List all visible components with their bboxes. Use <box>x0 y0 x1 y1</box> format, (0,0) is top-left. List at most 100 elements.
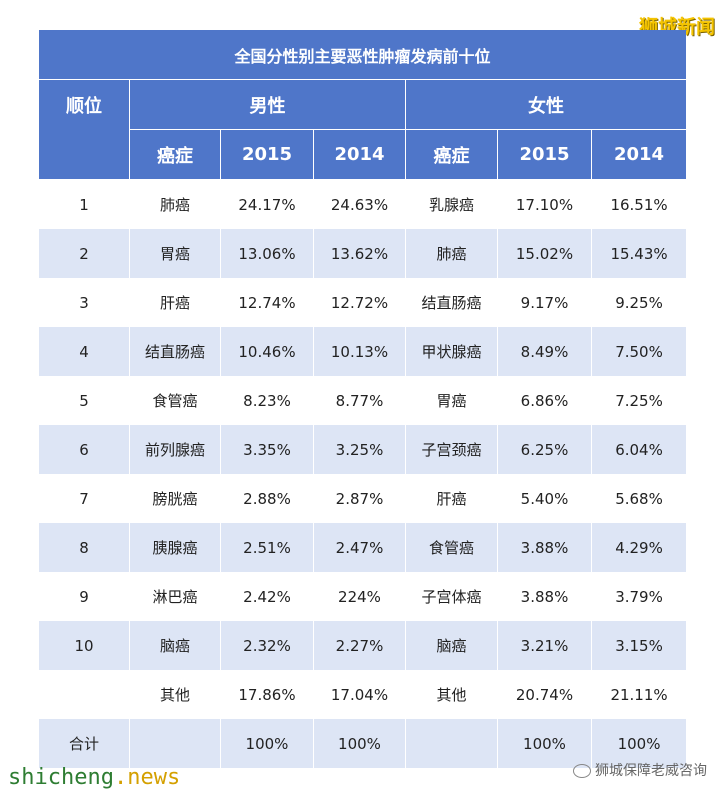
female-2015-cell: 20.74% <box>498 670 592 719</box>
rank-cell: 8 <box>39 523 130 572</box>
female-cancer-cell: 甲状腺癌 <box>406 327 498 376</box>
female-2015-cell: 15.02% <box>498 229 592 278</box>
male-2015-cell: 2.42% <box>221 572 314 621</box>
female-2015-cell: 8.49% <box>498 327 592 376</box>
group-female-header: 女性 <box>406 80 687 130</box>
male-cancer-cell: 脑癌 <box>130 621 221 670</box>
male-2015-cell: 100% <box>221 719 314 768</box>
male-2014-cell: 100% <box>314 719 406 768</box>
female-cancer-cell: 子宫颈癌 <box>406 425 498 474</box>
female-2014-cell: 16.51% <box>592 180 687 229</box>
cancer-incidence-table: 全国分性别主要恶性肿瘤发病前十位 顺位 男性 女性 癌症 2015 2014 癌… <box>39 30 687 768</box>
female-cancer-cell: 脑癌 <box>406 621 498 670</box>
male-2015-cell: 17.86% <box>221 670 314 719</box>
rank-cell: 9 <box>39 572 130 621</box>
male-cancer-cell: 膀胱癌 <box>130 474 221 523</box>
female-2015-cell: 9.17% <box>498 278 592 327</box>
male-2015-cell: 24.17% <box>221 180 314 229</box>
male-2015-cell: 12.74% <box>221 278 314 327</box>
female-2015-cell: 6.25% <box>498 425 592 474</box>
rank-cell: 2 <box>39 229 130 278</box>
male-cancer-cell: 其他 <box>130 670 221 719</box>
female-2015-cell: 17.10% <box>498 180 592 229</box>
male-2014-cell: 2.47% <box>314 523 406 572</box>
table-title: 全国分性别主要恶性肿瘤发病前十位 <box>39 30 687 80</box>
table-row: 8 胰腺癌 2.51% 2.47% 食管癌 3.88% 4.29% <box>39 523 687 572</box>
wechat-icon <box>573 764 591 778</box>
female-2014-cell: 7.50% <box>592 327 687 376</box>
male-2014-cell: 8.77% <box>314 376 406 425</box>
female-cancer-cell <box>406 719 498 768</box>
female-2014-cell: 5.68% <box>592 474 687 523</box>
male-2014-cell: 3.25% <box>314 425 406 474</box>
table-row: 4 结直肠癌 10.46% 10.13% 甲状腺癌 8.49% 7.50% <box>39 327 687 376</box>
table-row: 2 胃癌 13.06% 13.62% 肺癌 15.02% 15.43% <box>39 229 687 278</box>
rank-cell: 6 <box>39 425 130 474</box>
male-2015-cell: 8.23% <box>221 376 314 425</box>
table-row: 5 食管癌 8.23% 8.77% 胃癌 6.86% 7.25% <box>39 376 687 425</box>
male-cancer-cell: 结直肠癌 <box>130 327 221 376</box>
male-2015-cell: 2.51% <box>221 523 314 572</box>
table-row-total: 合计 100% 100% 100% 100% <box>39 719 687 768</box>
male-cancer-cell: 淋巴癌 <box>130 572 221 621</box>
female-2015-cell: 3.21% <box>498 621 592 670</box>
female-2015-cell: 3.88% <box>498 572 592 621</box>
female-cancer-cell: 肺癌 <box>406 229 498 278</box>
male-2015-cell: 2.32% <box>221 621 314 670</box>
male-2014-cell: 2.87% <box>314 474 406 523</box>
female-2014-cell: 3.15% <box>592 621 687 670</box>
watermark-bottom-right-text: 狮城保障老威咨询 <box>595 763 707 779</box>
group-male-header: 男性 <box>130 80 406 130</box>
male-cancer-cell: 肺癌 <box>130 180 221 229</box>
male-cancer-cell: 肝癌 <box>130 278 221 327</box>
female-cancer-cell: 结直肠癌 <box>406 278 498 327</box>
sub-2015-female: 2015 <box>498 130 592 180</box>
female-cancer-cell: 肝癌 <box>406 474 498 523</box>
female-2014-cell: 3.79% <box>592 572 687 621</box>
female-cancer-cell: 其他 <box>406 670 498 719</box>
rank-cell: 1 <box>39 180 130 229</box>
female-cancer-cell: 子宫体癌 <box>406 572 498 621</box>
col-rank-header: 顺位 <box>39 80 130 180</box>
table-row: 9 淋巴癌 2.42% 224% 子宫体癌 3.88% 3.79% <box>39 572 687 621</box>
rank-cell: 7 <box>39 474 130 523</box>
table-row: 7 膀胱癌 2.88% 2.87% 肝癌 5.40% 5.68% <box>39 474 687 523</box>
female-cancer-cell: 胃癌 <box>406 376 498 425</box>
male-2014-cell: 12.72% <box>314 278 406 327</box>
male-2015-cell: 10.46% <box>221 327 314 376</box>
sub-cancer-male: 癌症 <box>130 130 221 180</box>
rank-cell: 4 <box>39 327 130 376</box>
male-2015-cell: 13.06% <box>221 229 314 278</box>
male-2014-cell: 13.62% <box>314 229 406 278</box>
rank-cell <box>39 670 130 719</box>
male-cancer-cell <box>130 719 221 768</box>
sub-cancer-female: 癌症 <box>406 130 498 180</box>
male-cancer-cell: 胰腺癌 <box>130 523 221 572</box>
male-2014-cell: 224% <box>314 572 406 621</box>
female-2014-cell: 21.11% <box>592 670 687 719</box>
male-2014-cell: 10.13% <box>314 327 406 376</box>
male-2015-cell: 2.88% <box>221 474 314 523</box>
table-row: 6 前列腺癌 3.35% 3.25% 子宫颈癌 6.25% 6.04% <box>39 425 687 474</box>
rank-cell: 10 <box>39 621 130 670</box>
female-2015-cell: 100% <box>498 719 592 768</box>
female-2015-cell: 6.86% <box>498 376 592 425</box>
male-2014-cell: 24.63% <box>314 180 406 229</box>
female-2014-cell: 100% <box>592 719 687 768</box>
sub-2014-male: 2014 <box>314 130 406 180</box>
female-cancer-cell: 乳腺癌 <box>406 180 498 229</box>
table-row: 其他 17.86% 17.04% 其他 20.74% 21.11% <box>39 670 687 719</box>
female-2014-cell: 7.25% <box>592 376 687 425</box>
table-row: 1 肺癌 24.17% 24.63% 乳腺癌 17.10% 16.51% <box>39 180 687 229</box>
female-2014-cell: 9.25% <box>592 278 687 327</box>
male-2014-cell: 17.04% <box>314 670 406 719</box>
watermark-bottom-b: .news <box>113 765 181 790</box>
female-2015-cell: 3.88% <box>498 523 592 572</box>
watermark-bottom-right: 狮城保障老威咨询 <box>573 760 707 780</box>
male-cancer-cell: 前列腺癌 <box>130 425 221 474</box>
female-cancer-cell: 食管癌 <box>406 523 498 572</box>
rank-cell: 合计 <box>39 719 130 768</box>
watermark-bottom: shicheng.news <box>8 765 180 790</box>
rank-cell: 3 <box>39 278 130 327</box>
female-2015-cell: 5.40% <box>498 474 592 523</box>
